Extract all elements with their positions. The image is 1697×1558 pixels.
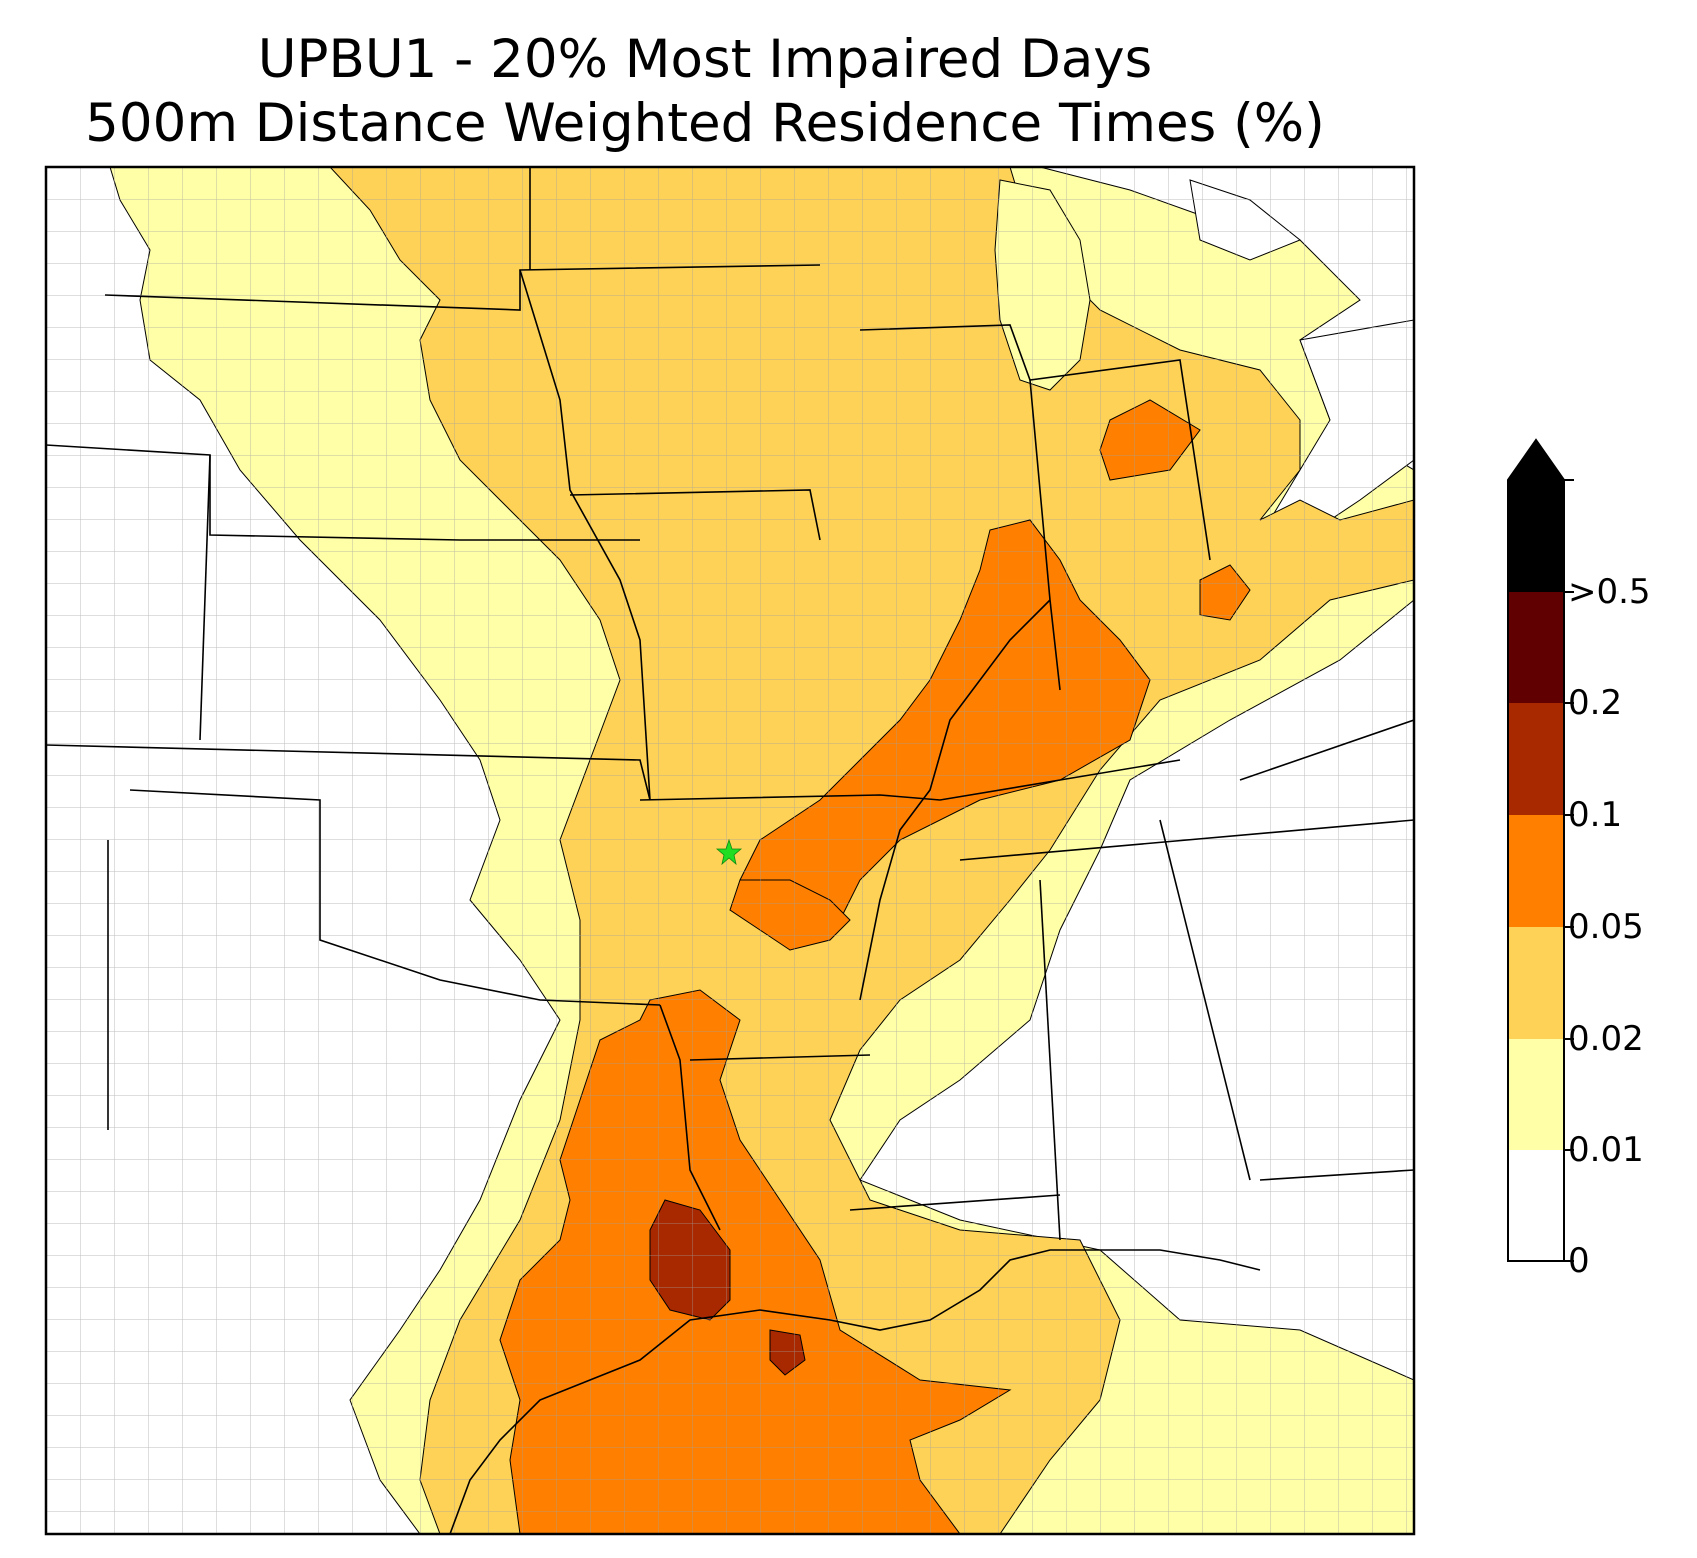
colorbar-bin-0-02-0-05	[1508, 927, 1564, 1039]
colorbar-extend-arrow	[1508, 440, 1564, 480]
map-title-line-2: 500m Distance Weighted Residence Times (…	[85, 93, 1325, 154]
colorbar	[1507, 438, 1574, 1262]
map-frame	[44, 165, 1416, 1536]
colorbar-bin-0-0-01	[1508, 1150, 1564, 1261]
gulf-coastline	[449, 1249, 1261, 1534]
colorbar-label-0-1: 0.1	[1568, 795, 1623, 835]
colorbar-bin-0-1-0-2	[1508, 703, 1564, 815]
state-borders	[46, 167, 1414, 1241]
colorbar-label-0-2: 0.2	[1568, 683, 1623, 723]
colorbar-bin-0-2-0-5	[1508, 592, 1564, 703]
receptor-site-star	[715, 838, 743, 866]
colorbar-label-above-0-5: >0.5	[1568, 572, 1651, 612]
colorbar-bin-0-05-0-1	[1508, 815, 1564, 927]
colorbar-outline	[1507, 438, 1565, 1262]
colorbar-ticks	[1564, 479, 1574, 1262]
colorbar-label-0-01: 0.01	[1568, 1130, 1644, 1170]
colorbar-label-0: 0	[1568, 1241, 1590, 1281]
map-title-line-1: UPBU1 - 20% Most Impaired Days	[257, 29, 1153, 90]
colorbar-label-0-02: 0.02	[1568, 1019, 1644, 1059]
colorbar-bin-above-0-5	[1508, 480, 1564, 592]
colorbar-label-0-05: 0.05	[1568, 907, 1644, 947]
colorbar-bin-0-01-0-02	[1508, 1039, 1564, 1150]
map-panel	[46, 167, 1414, 1534]
